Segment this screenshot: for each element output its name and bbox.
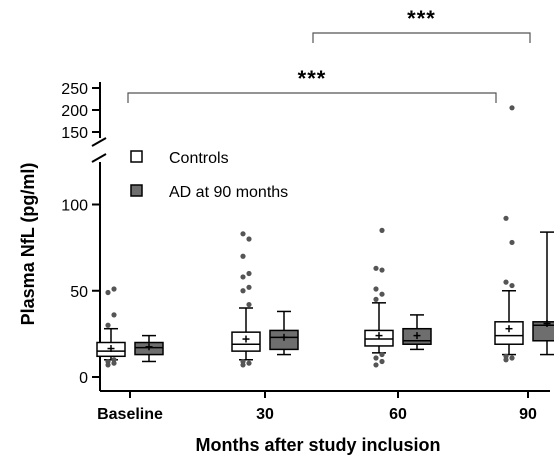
controls-outlier-point <box>105 322 111 328</box>
controls-box <box>494 321 524 345</box>
controls-outlier-point <box>246 284 252 290</box>
controls-outlier-point <box>509 355 515 361</box>
x-tick-label: 60 <box>389 406 407 423</box>
controls-outlier-point <box>379 227 385 233</box>
controls-outlier-point <box>373 265 379 271</box>
controls-outlier-point <box>373 362 379 368</box>
controls-outlier-point <box>379 351 385 358</box>
y-tick-label: 100 <box>61 198 88 215</box>
y-tick-label: 150 <box>61 125 88 142</box>
controls-outlier-point <box>111 357 117 363</box>
legend-swatch <box>130 184 143 197</box>
controls-outlier-point <box>503 353 509 359</box>
controls-outlier-point <box>379 358 385 365</box>
y-tick-label: 0 <box>79 370 88 387</box>
x-tick-label: Baseline <box>97 406 163 423</box>
controls-outlier-point <box>379 267 385 273</box>
x-tick-label: 90 <box>519 406 537 423</box>
controls-outlier-point <box>509 239 515 246</box>
y-tick-label: 50 <box>70 284 88 301</box>
significance-bracket <box>312 32 531 43</box>
significance-label: *** <box>407 6 436 31</box>
controls-outlier-point <box>105 358 111 365</box>
axis-break-mark <box>91 153 107 163</box>
significance-bracket <box>127 92 497 103</box>
axis-break-mark <box>91 137 107 147</box>
significance-brackets: *** *** <box>127 6 531 103</box>
x-tick-label: 30 <box>256 406 274 423</box>
significance-label: *** <box>298 66 327 91</box>
controls-outlier-point <box>379 291 385 297</box>
controls-outlier-point <box>509 105 515 111</box>
controls-outlier-point <box>246 360 252 366</box>
controls-outlier-point <box>105 289 111 296</box>
controls-outlier-point <box>509 282 515 289</box>
controls-outlier-point <box>240 358 246 365</box>
controls-outlier-point <box>111 312 117 318</box>
x-axis-title: Months after study inclusion <box>195 435 440 455</box>
controls-outlier-point <box>373 296 379 302</box>
legend-label: AD at 90 months <box>169 184 288 201</box>
legend-swatch <box>130 150 143 163</box>
controls-outlier-point <box>503 215 509 221</box>
controls-outlier-point <box>373 355 379 361</box>
controls-outlier-point <box>111 286 117 292</box>
legend: Controls AD at 90 months <box>130 150 288 201</box>
controls-outlier-point <box>503 279 509 285</box>
controls-outlier-point <box>246 301 252 308</box>
y-axis-title: Plasma NfL (pg/ml) <box>18 163 38 326</box>
y-tick-label: 200 <box>61 103 88 120</box>
controls-outlier-point <box>240 274 246 280</box>
controls-outlier-point <box>246 270 252 277</box>
legend-label: Controls <box>169 150 229 167</box>
x-ticks: Baseline 30 60 90 <box>97 391 537 423</box>
controls-outlier-point <box>246 236 252 242</box>
controls-outlier-point <box>373 286 379 292</box>
controls-outlier-point <box>240 288 246 294</box>
box-series <box>96 105 554 368</box>
controls-outlier-point <box>240 253 246 259</box>
y-ticks: 0 50 100 150 200 250 <box>61 81 100 387</box>
y-tick-label: 250 <box>61 81 88 98</box>
controls-outlier-point <box>240 231 246 237</box>
